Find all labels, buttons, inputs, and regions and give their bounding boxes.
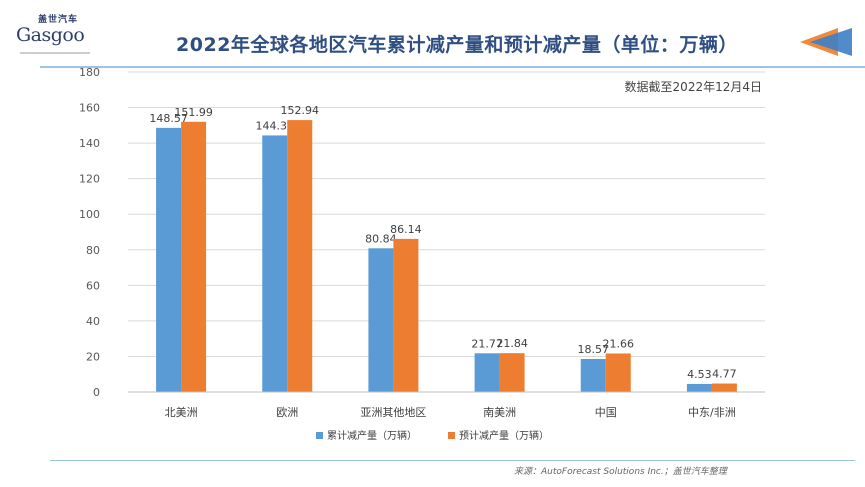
data-label: 18.57 — [578, 343, 610, 356]
legend-swatch — [316, 432, 323, 439]
legend: 累计减产量（万辆） 预计减产量（万辆） — [316, 429, 549, 442]
data-label: 152.94 — [281, 104, 320, 117]
bar-forecast — [393, 238, 419, 392]
legend-label: 预计减产量（万辆） — [459, 429, 549, 442]
bar-cumulative — [368, 248, 394, 392]
y-tick-label: 100 — [79, 208, 100, 221]
bar-cumulative — [262, 135, 288, 393]
arrow-left-icon — [800, 28, 852, 56]
data-label: 144.32 — [256, 119, 295, 132]
data-label: 4.77 — [712, 368, 737, 381]
y-tick-label: 140 — [79, 137, 100, 150]
bar-cumulative — [580, 358, 606, 392]
footer-divider — [50, 460, 855, 461]
y-tick-label: 20 — [86, 350, 100, 363]
y-tick-label: 160 — [79, 102, 100, 115]
logo-cn-text: 盖世汽车 — [38, 15, 79, 25]
data-date-annotation: 数据截至2022年12月4日 — [625, 79, 762, 94]
data-label: 4.53 — [687, 368, 712, 381]
bar-forecast — [181, 121, 207, 392]
bar-cumulative — [474, 353, 500, 392]
bar-forecast — [499, 353, 525, 392]
data-label: 21.77 — [471, 337, 503, 350]
y-tick-label: 120 — [79, 173, 100, 186]
y-tick-label: 60 — [86, 279, 100, 292]
page-title: 2022年全球各地区汽车累计减产量和预计减产量（单位：万辆） — [176, 34, 738, 56]
data-label: 148.57 — [149, 112, 188, 125]
source-note: 来源：AutoForecast Solutions Inc.；盖世汽车整理 — [514, 467, 727, 477]
legend-label: 累计减产量（万辆） — [327, 429, 417, 442]
gasgoo-logo: 盖世汽车 Gasgoo — [10, 8, 100, 58]
header-divider — [40, 66, 865, 68]
x-axis: 北美洲 欧洲 亚洲其他地区 南美洲 中国 中东/非洲 — [128, 391, 765, 419]
x-category-label: 中东/非洲 — [688, 406, 736, 419]
bar-cumulative — [686, 383, 712, 392]
data-label: 21.66 — [603, 337, 635, 350]
y-tick-label: 180 — [79, 66, 100, 79]
y-tick-label: 40 — [86, 315, 100, 328]
y-tick-label: 80 — [86, 244, 100, 257]
data-label: 86.14 — [390, 223, 422, 236]
logo-underline — [20, 52, 90, 54]
bar-forecast — [287, 120, 313, 393]
data-label: 21.84 — [496, 337, 528, 350]
bar-cumulative — [156, 127, 182, 393]
legend-swatch — [448, 432, 455, 439]
y-axis: 0 20 40 60 80 100 120 140 160 180 — [79, 66, 100, 399]
bar-forecast — [605, 353, 631, 392]
x-category-label: 亚洲其他地区 — [360, 406, 426, 419]
data-label: 80.84 — [365, 232, 397, 245]
logo-text: Gasgoo — [16, 24, 85, 46]
x-category-label: 中国 — [595, 406, 617, 419]
bar-forecast — [711, 383, 737, 392]
grid-lines — [128, 71, 765, 393]
y-tick-label: 0 — [93, 386, 100, 399]
bars: 148.57151.99144.32152.9480.8486.1421.772… — [149, 104, 737, 393]
x-category-label: 北美洲 — [165, 406, 198, 419]
x-category-label: 欧洲 — [276, 406, 298, 419]
data-label: 151.99 — [174, 106, 213, 119]
x-category-label: 南美洲 — [483, 406, 516, 419]
